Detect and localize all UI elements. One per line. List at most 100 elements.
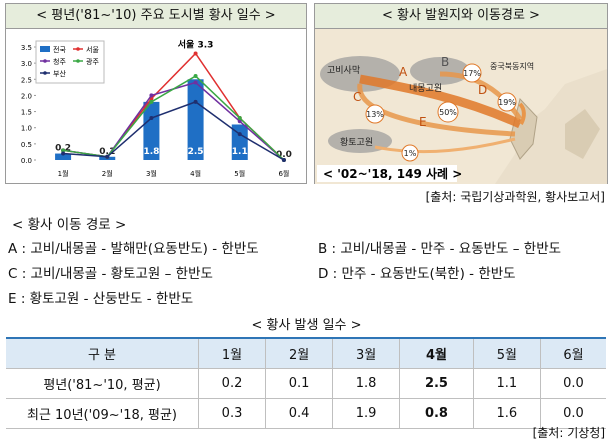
x-tick-label: 1월 bbox=[58, 169, 69, 178]
map-label: 19% bbox=[498, 98, 516, 107]
data-label: 2.5 bbox=[188, 147, 204, 157]
routes-title: < 황사 이동 경로 > bbox=[12, 217, 127, 233]
badge bbox=[437, 101, 459, 123]
header-cell: 3월 bbox=[332, 337, 401, 369]
map-label: A bbox=[399, 65, 408, 79]
point bbox=[61, 151, 66, 156]
map-label: B bbox=[441, 55, 449, 69]
cell: 0.2 bbox=[197, 368, 267, 399]
header-cell: 6월 bbox=[539, 337, 606, 369]
data-label: 0.0 bbox=[276, 150, 292, 160]
chart-panel: < 평년('81~'10) 주요 도시별 황사 일수 > 0.0 0.5 1.0 1.… bbox=[5, 3, 307, 184]
badge bbox=[401, 144, 419, 162]
point bbox=[105, 154, 110, 159]
map-label: 50% bbox=[439, 108, 457, 117]
legend-swatch bbox=[76, 47, 80, 51]
route-arrow bbox=[357, 83, 516, 137]
data-label: 1.8 bbox=[143, 147, 159, 157]
route-item: D : 만주 - 요동반도(북한) - 한반도 bbox=[318, 266, 516, 282]
route-arrow bbox=[518, 102, 526, 125]
japan bbox=[565, 109, 600, 159]
data-label: 0.1 bbox=[99, 147, 115, 157]
route-arrow bbox=[374, 137, 516, 154]
y-tick-label: 2.5 bbox=[21, 76, 32, 84]
cell: 0.8 bbox=[399, 398, 474, 429]
cell: 0.3 bbox=[197, 398, 267, 429]
y-tick-label: 0.0 bbox=[21, 157, 32, 165]
map-label: 내몽고원 bbox=[409, 83, 442, 94]
badge bbox=[365, 104, 385, 124]
legend-swatch bbox=[43, 59, 47, 63]
caption-bg bbox=[317, 165, 457, 182]
map-label: 황토고원 bbox=[340, 137, 373, 148]
line bbox=[62, 75, 285, 161]
y-tick-label: 3.0 bbox=[21, 60, 32, 68]
route-item: C : 고비/내몽골 - 황토고원 – 한반도 bbox=[8, 266, 213, 282]
point bbox=[237, 132, 242, 137]
cell: 평년('81~'10, 평균) bbox=[6, 368, 199, 399]
y-tick-label: 1.0 bbox=[21, 125, 32, 133]
table-title: < 황사 발생 일수 > bbox=[251, 318, 362, 333]
map-panel: < 황사 발원지와 이동경로 > 고비사막 A B 내몽고원 17% 중국북동지… bbox=[314, 3, 608, 184]
header-cell: 2월 bbox=[265, 337, 334, 369]
header-cell: 5월 bbox=[472, 337, 541, 369]
badge bbox=[497, 92, 517, 112]
badge bbox=[462, 63, 482, 83]
point bbox=[193, 51, 198, 56]
map-label: 1% bbox=[404, 149, 417, 158]
map: 고비사막 A B 내몽고원 17% 중국북동지역 19% 50% 13% C D… bbox=[315, 29, 607, 184]
point bbox=[149, 99, 154, 104]
map-label: E bbox=[419, 115, 427, 129]
map-label: 고비사막 bbox=[327, 65, 360, 76]
x-tick-label: 2월 bbox=[102, 169, 113, 178]
x-tick-label: 4월 bbox=[190, 169, 201, 178]
map-label: 13% bbox=[366, 110, 384, 119]
point bbox=[149, 93, 154, 98]
cell: 1.9 bbox=[332, 398, 401, 429]
cell: 최근 10년('09~'18, 평균) bbox=[6, 398, 199, 429]
legend-label: 서울 bbox=[86, 45, 99, 54]
chart: 0.00.51.01.52.02.53.03.51월2월3월4월5월6월0.20… bbox=[21, 38, 292, 178]
map-panel-title: < 황사 발원지와 이동경로 > bbox=[315, 4, 607, 29]
legend-label: 광주 bbox=[86, 58, 99, 66]
map-label: C bbox=[353, 90, 361, 104]
source: [출처: 국립기상과학원, 황사보고서] bbox=[425, 190, 605, 204]
chart-panel-title: < 평년('81~'10) 주요 도시별 황사 일수 > bbox=[6, 4, 306, 29]
header-row: 구 분 1월 2월 3월 4월 5월 6월 bbox=[6, 337, 606, 369]
cell: 0.1 bbox=[265, 368, 334, 399]
legend-swatch bbox=[43, 71, 47, 75]
line bbox=[62, 81, 285, 161]
point bbox=[237, 119, 242, 124]
map-label: 중국북동지역 bbox=[490, 61, 534, 71]
y-tick-label: 2.0 bbox=[21, 92, 32, 100]
y-tick-label: 0.5 bbox=[21, 141, 32, 149]
point bbox=[193, 80, 198, 85]
row: 평년('81~'10, 평균) 0.2 0.1 1.8 2.5 1.1 0.0 bbox=[6, 368, 606, 399]
line bbox=[63, 101, 285, 161]
cell: 2.5 bbox=[399, 368, 474, 399]
route-item: B : 고비/내몽골 - 만주 - 요동반도 – 한반도 bbox=[318, 241, 562, 257]
y-tick-label: 3.5 bbox=[21, 44, 32, 52]
point bbox=[237, 116, 242, 121]
route-item: A : 고비/내몽골 - 발해만(요동반도) - 한반도 bbox=[8, 241, 259, 257]
cell: 0.0 bbox=[539, 368, 606, 399]
map-label: D bbox=[478, 83, 487, 97]
point bbox=[149, 116, 154, 121]
header-cell: 구 분 bbox=[6, 337, 199, 369]
legend-label: 부산 bbox=[53, 69, 66, 78]
map-label: 17% bbox=[463, 69, 481, 78]
data-label: 1.1 bbox=[232, 147, 248, 157]
legend-swatch bbox=[76, 59, 80, 63]
cell: 1.6 bbox=[472, 398, 541, 429]
row: 최근 10년('09~'18, 평균) 0.3 0.4 1.9 0.8 1.6 0.0 bbox=[6, 398, 606, 429]
x-tick-label: 3월 bbox=[146, 169, 157, 178]
source-area bbox=[410, 57, 470, 85]
route-item: E : 황토고원 - 산둥반도 - 한반도 bbox=[8, 291, 194, 307]
bar bbox=[231, 124, 248, 160]
legend-label: 전국 bbox=[53, 45, 66, 54]
cell: 1.8 bbox=[332, 368, 401, 399]
legend-label: 청주 bbox=[53, 58, 66, 66]
point bbox=[193, 99, 198, 104]
bar bbox=[187, 79, 204, 160]
